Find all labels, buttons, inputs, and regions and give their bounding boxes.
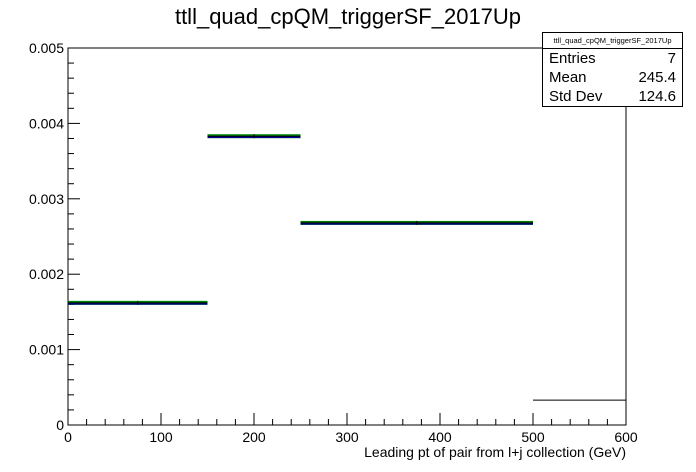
stats-value: 124.6	[638, 88, 676, 105]
x-tick-label: 300	[335, 429, 359, 445]
y-tick-label: 0.005	[29, 40, 64, 56]
x-tick-label: 400	[428, 429, 452, 445]
stats-label: Mean	[549, 69, 587, 86]
stats-row-mean: Mean 245.4	[543, 68, 682, 87]
chart-title: ttll_quad_cpQM_triggerSF_2017Up	[174, 4, 522, 29]
x-axis-label: Leading pt of pair from l+j collection (…	[364, 444, 626, 460]
stats-box: ttll_quad_cpQM_triggerSF_2017Up Entries …	[542, 32, 683, 107]
x-tick-label: 100	[149, 429, 173, 445]
x-tick-label: 600	[614, 429, 638, 445]
stats-label: Std Dev	[549, 88, 603, 105]
x-tick-label: 0	[64, 429, 72, 445]
stats-label: Entries	[549, 50, 596, 67]
y-tick-label: 0	[56, 417, 64, 433]
stats-box-title: ttll_quad_cpQM_triggerSF_2017Up	[543, 33, 682, 49]
y-tick-label: 0.003	[29, 191, 64, 207]
x-tick-label: 500	[521, 429, 545, 445]
stats-value: 245.4	[638, 69, 676, 86]
stats-value: 7	[667, 50, 676, 67]
stats-row-stddev: Std Dev 124.6	[543, 87, 682, 106]
stats-row-entries: Entries 7	[543, 49, 682, 68]
y-tick-label: 0.004	[29, 115, 64, 131]
y-tick-label: 0.001	[29, 342, 64, 358]
x-tick-label: 200	[242, 429, 266, 445]
y-tick-label: 0.002	[29, 266, 64, 282]
